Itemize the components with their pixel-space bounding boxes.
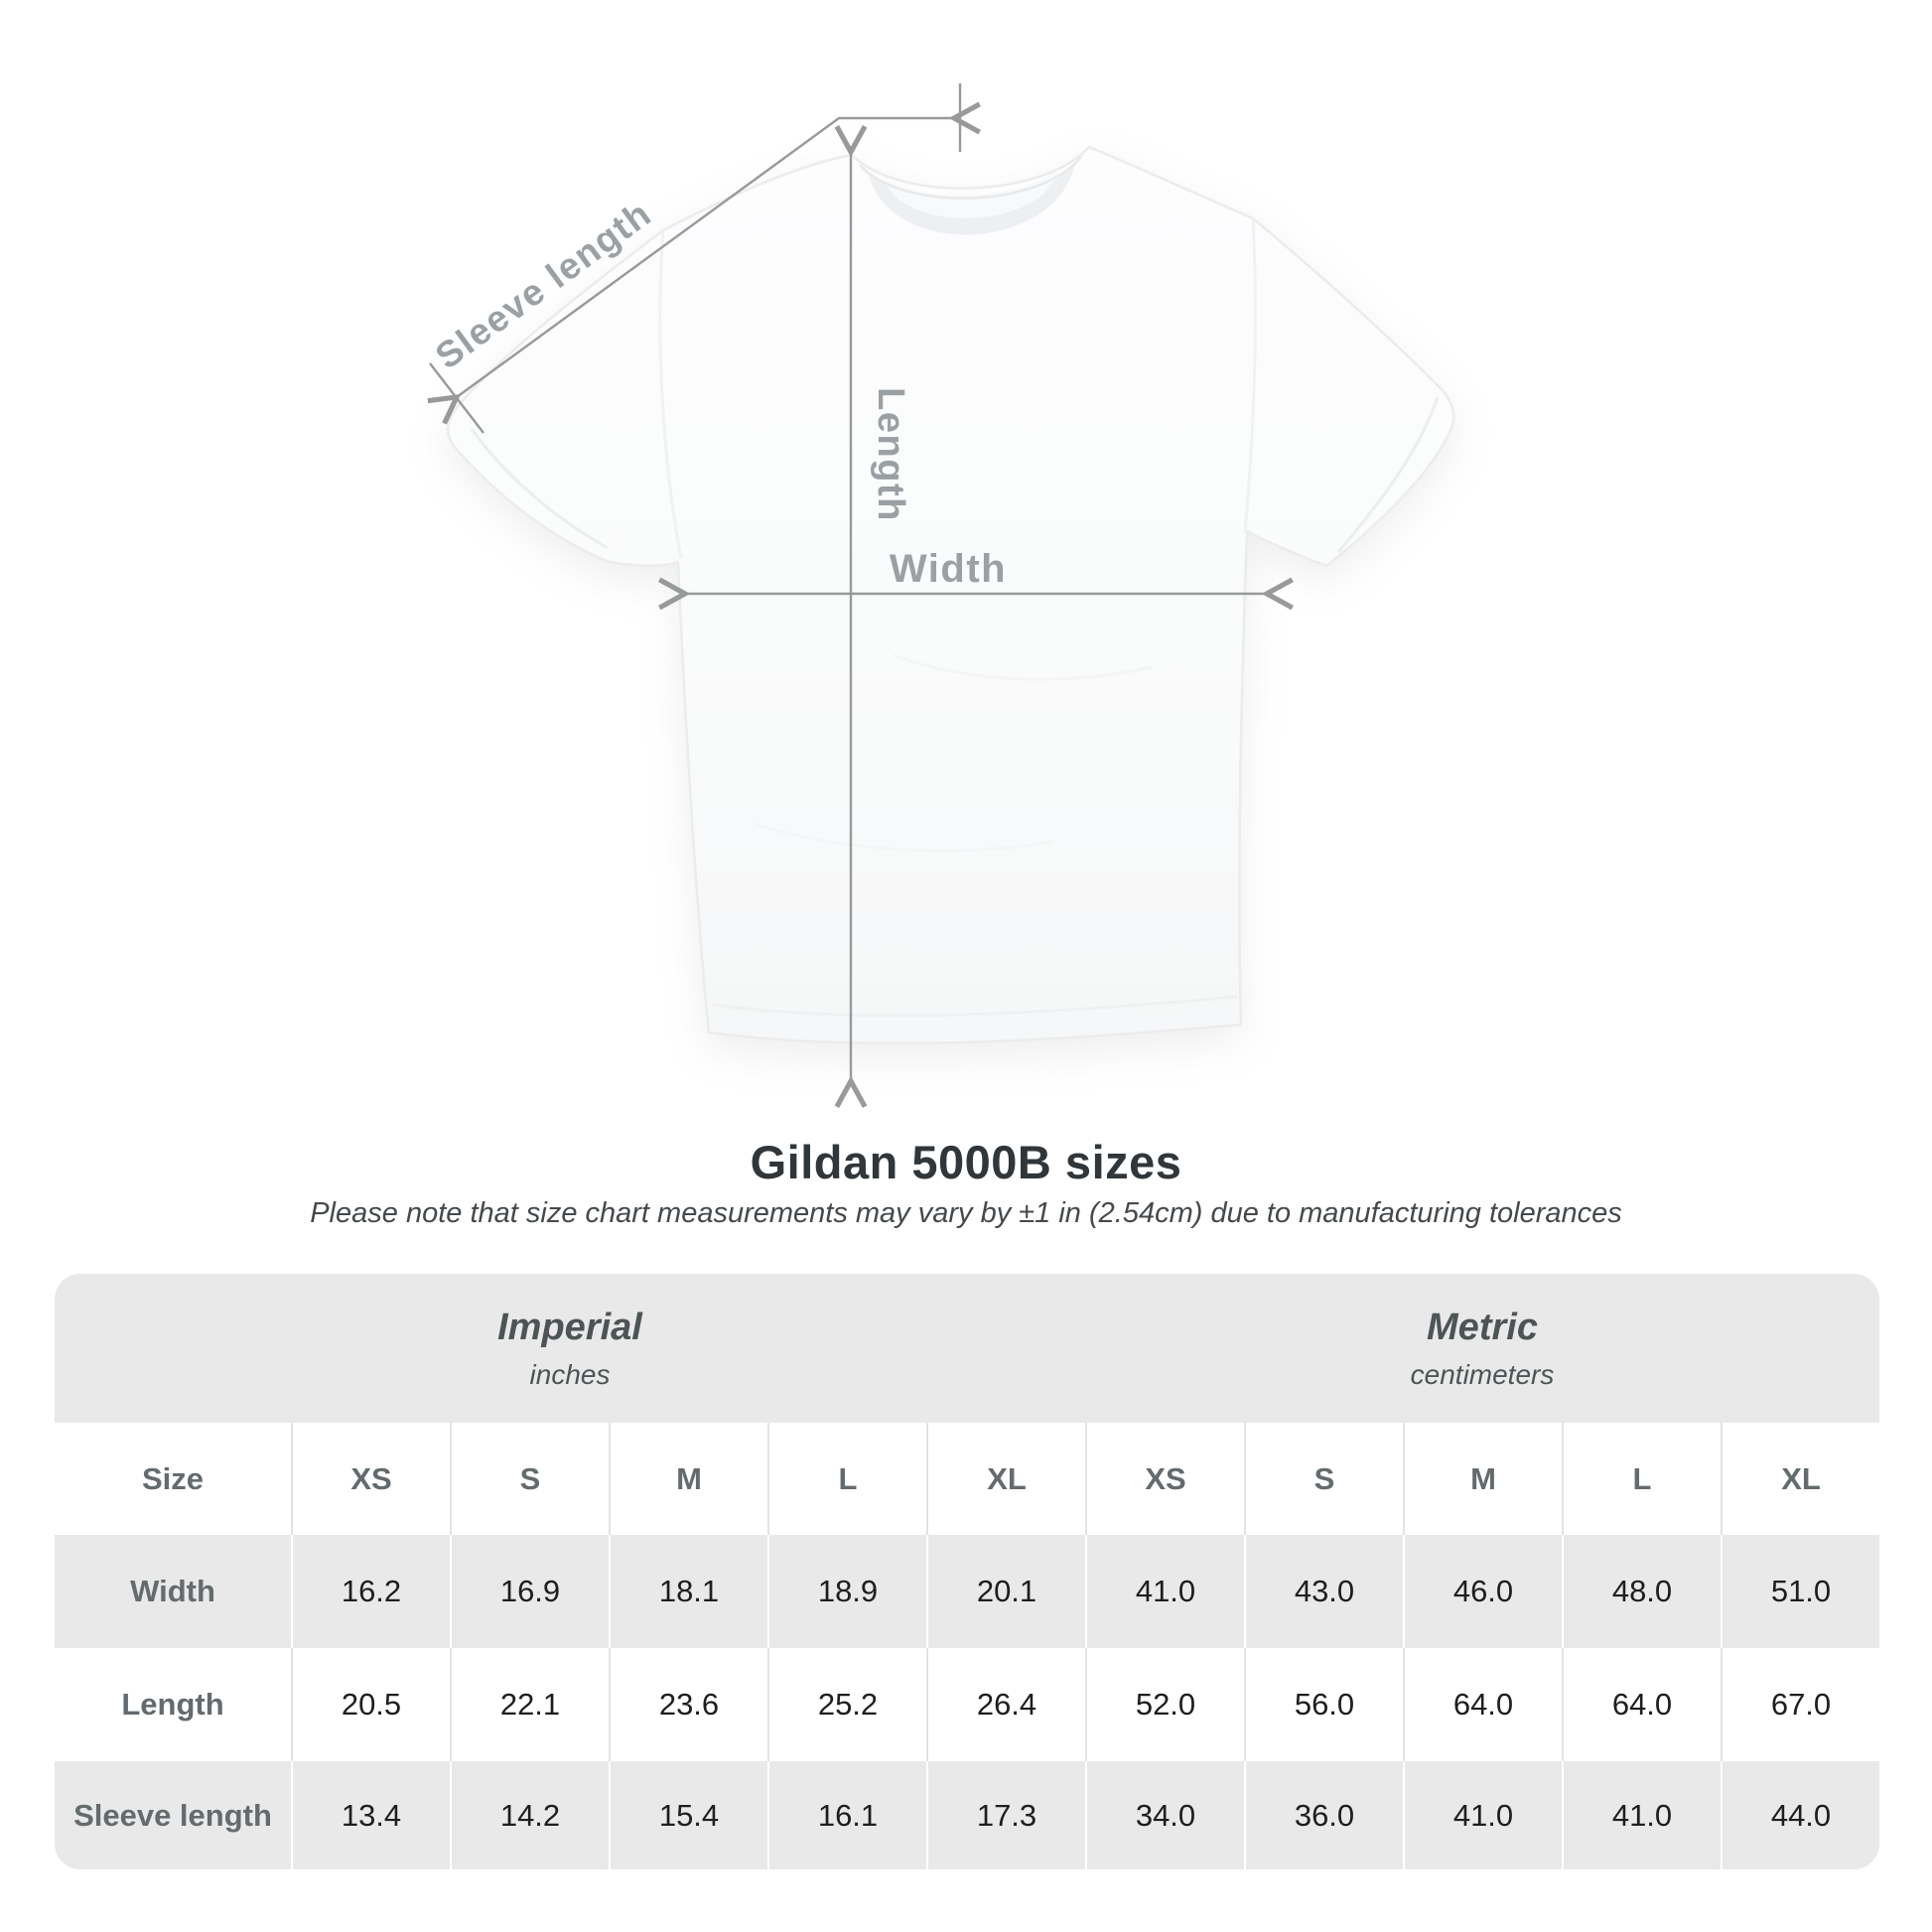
width-label: Width	[890, 547, 1007, 591]
size-col-header: XS	[291, 1423, 450, 1535]
length-label: Length	[870, 387, 911, 522]
measurement-value: 25.2	[767, 1648, 926, 1761]
measurement-value: 64.0	[1403, 1648, 1562, 1761]
measurement-value: 13.4	[291, 1761, 450, 1869]
tolerance-note: Please note that size chart measurements…	[310, 1197, 1622, 1229]
unit-header-band: Imperial inches Metric centimeters	[55, 1274, 1879, 1423]
measurement-value: 18.1	[609, 1535, 767, 1648]
tshirt-diagram-svg: Sleeve length Length Width	[427, 83, 1455, 1108]
measurement-value: 44.0	[1721, 1761, 1879, 1869]
table-row-sleeve-length: Sleeve length 13.4 14.2 15.4 16.1 17.3 3…	[55, 1761, 1879, 1869]
measurement-value: 16.9	[450, 1535, 609, 1648]
tshirt-measurement-diagram: Sleeve length Length Width	[427, 83, 1455, 1108]
measurement-value: 67.0	[1721, 1648, 1879, 1761]
measurement-value: 51.0	[1721, 1535, 1879, 1648]
row-label: Length	[121, 1687, 224, 1722]
measurement-value: 64.0	[1562, 1648, 1721, 1761]
size-col-header: XS	[1085, 1423, 1244, 1535]
measurement-value: 16.2	[291, 1535, 450, 1648]
size-col-header: L	[767, 1423, 926, 1535]
size-header: Size	[141, 1460, 205, 1496]
size-col-header: M	[609, 1423, 767, 1535]
measurement-value: 15.4	[609, 1761, 767, 1869]
size-col-header: M	[1403, 1423, 1562, 1535]
measurement-value: 22.1	[450, 1648, 609, 1761]
imperial-sublabel: inches	[529, 1358, 611, 1390]
sleeve-length-dimension-line	[427, 101, 981, 425]
row-label: Sleeve length	[73, 1797, 272, 1833]
measurement-value: 17.3	[926, 1761, 1085, 1869]
measurement-value: 36.0	[1244, 1761, 1403, 1869]
measurement-value: 46.0	[1403, 1535, 1562, 1648]
metric-label: Metric	[1427, 1306, 1538, 1348]
measurement-value: 34.0	[1085, 1761, 1244, 1869]
measurement-value: 41.0	[1562, 1761, 1721, 1869]
measurement-value: 20.5	[291, 1648, 450, 1761]
measurement-value: 18.9	[767, 1535, 926, 1648]
imperial-unit-header: Imperial inches	[55, 1274, 1085, 1423]
table-row-length: Length 20.5 22.1 23.6 25.2 26.4 52.0 56.…	[55, 1648, 1879, 1761]
measurement-value: 48.0	[1562, 1535, 1721, 1648]
size-table: Imperial inches Metric centimeters Size …	[55, 1274, 1879, 1869]
metric-unit-header: Metric centimeters	[1085, 1274, 1879, 1423]
measurement-value: 23.6	[609, 1648, 767, 1761]
table-row-width: Width 16.2 16.9 18.1 18.9 20.1 41.0 43.0…	[55, 1535, 1879, 1648]
row-label: Width	[130, 1574, 215, 1608]
imperial-label: Imperial	[497, 1306, 642, 1348]
dimension-lines	[427, 83, 1294, 1108]
measurement-value: 41.0	[1085, 1535, 1244, 1648]
measurement-value: 43.0	[1244, 1535, 1403, 1648]
measurement-value: 56.0	[1244, 1648, 1403, 1761]
metric-sublabel: centimeters	[1410, 1358, 1555, 1390]
measurement-value: 14.2	[450, 1761, 609, 1869]
size-col-header: XL	[1721, 1423, 1879, 1535]
sleeve-length-end-tick	[429, 362, 484, 434]
size-col-header: S	[1244, 1423, 1403, 1535]
measurement-value: 16.1	[767, 1761, 926, 1869]
measurement-value: 26.4	[926, 1648, 1085, 1761]
size-col-header: XL	[926, 1423, 1085, 1535]
page-title: Gildan 5000B sizes	[750, 1136, 1182, 1188]
size-col-header: L	[1562, 1423, 1721, 1535]
measurement-value: 20.1	[926, 1535, 1085, 1648]
measurement-value: 41.0	[1403, 1761, 1562, 1869]
size-col-header: S	[450, 1423, 609, 1535]
tshirt-image	[446, 145, 1455, 1045]
measurement-value: 52.0	[1085, 1648, 1244, 1761]
size-header-row: Size XS S M L XL XS S M L XL	[55, 1423, 1879, 1535]
